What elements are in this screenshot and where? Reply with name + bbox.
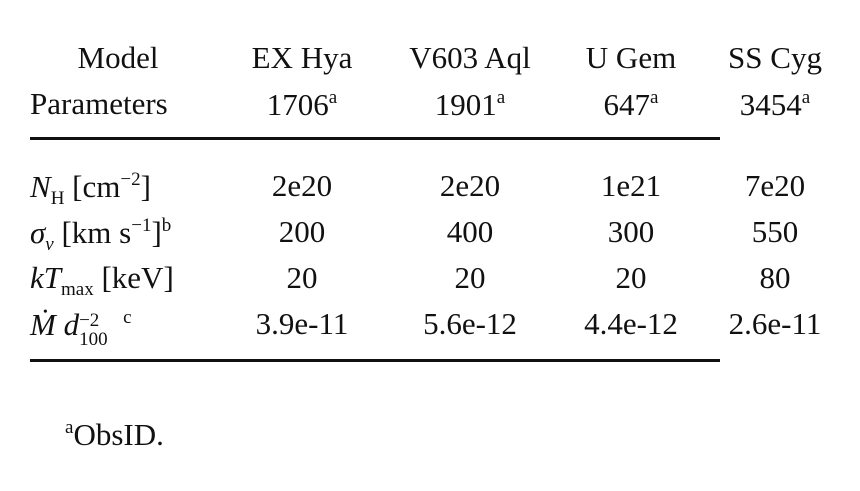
unit: ] — [140, 169, 151, 204]
table-cell: 300 — [607, 214, 655, 249]
header-cell: 647a — [604, 88, 659, 120]
table-cell: 80 — [759, 260, 791, 295]
footnote-mark: b — [161, 215, 172, 236]
header-cell: 1901a — [435, 88, 505, 120]
row-label: NH [cm−2] — [30, 170, 151, 208]
footnote-mark: c — [123, 307, 132, 328]
table-cell: 2e20 — [271, 168, 333, 203]
table-cell: 2e20 — [439, 168, 501, 203]
unit: [keV] — [101, 260, 174, 295]
table-cell: 2.6e-11 — [728, 306, 822, 341]
header-cell: 1706a — [267, 88, 337, 120]
table-cell: 20 — [454, 260, 486, 295]
footnote-mark: a — [65, 417, 74, 438]
subscript: 100 — [79, 329, 108, 350]
superscript: −2 — [79, 310, 100, 331]
header-cell: Parameters — [30, 86, 168, 121]
table-cell: 5.6e-12 — [423, 306, 517, 341]
header-cell: Model — [77, 40, 159, 75]
table-cell: 200 — [278, 214, 326, 249]
footnote-text: ObsID. — [73, 417, 164, 452]
table-cell: 1e21 — [600, 168, 662, 203]
symbol: σ — [30, 215, 46, 250]
row-label: kTmax [keV] — [30, 262, 174, 299]
symbol: Ṁ d — [30, 307, 80, 342]
obsid: 647 — [603, 87, 651, 122]
header-cell: SS Cyg — [728, 40, 822, 75]
table-cell: 3.9e-11 — [255, 306, 349, 341]
obsid: 1901 — [434, 87, 497, 122]
header-cell: 3454a — [740, 88, 810, 120]
subscript: v — [45, 234, 54, 255]
header-cell: U Gem — [585, 40, 677, 75]
row-label: Ṁ d −2 100 c — [30, 308, 132, 349]
table-cell: 550 — [751, 214, 799, 249]
superscript: −2 — [120, 169, 141, 190]
footnote-mark: a — [801, 87, 811, 108]
obsid: 1706 — [266, 87, 329, 122]
table-cell: 4.4e-12 — [584, 306, 678, 341]
footnote: aObsID. — [65, 418, 164, 450]
unit: [cm — [72, 169, 121, 204]
superscript: −1 — [131, 215, 152, 236]
row-label: σv [km s−1]b — [30, 216, 171, 254]
footnote-mark: a — [650, 87, 659, 108]
header-cell: V603 Aql — [409, 40, 531, 75]
footnote-mark: a — [496, 87, 506, 108]
unit: [km s — [61, 215, 132, 250]
footnote-mark: a — [328, 87, 338, 108]
table-cell: 7e20 — [744, 168, 806, 203]
symbol: N — [30, 169, 51, 204]
table-cell: 20 — [286, 260, 318, 295]
header-cell: EX Hya — [251, 40, 353, 75]
table-cell: 20 — [615, 260, 647, 295]
subscript: H — [50, 188, 65, 209]
obsid: 3454 — [739, 87, 802, 122]
table-cell: 400 — [446, 214, 494, 249]
sup-sub: −2 100 — [79, 311, 108, 349]
unit: ] — [151, 215, 162, 250]
symbol: kT — [30, 260, 61, 295]
subscript: max — [61, 279, 94, 300]
rule — [30, 359, 720, 362]
rule — [30, 137, 720, 140]
